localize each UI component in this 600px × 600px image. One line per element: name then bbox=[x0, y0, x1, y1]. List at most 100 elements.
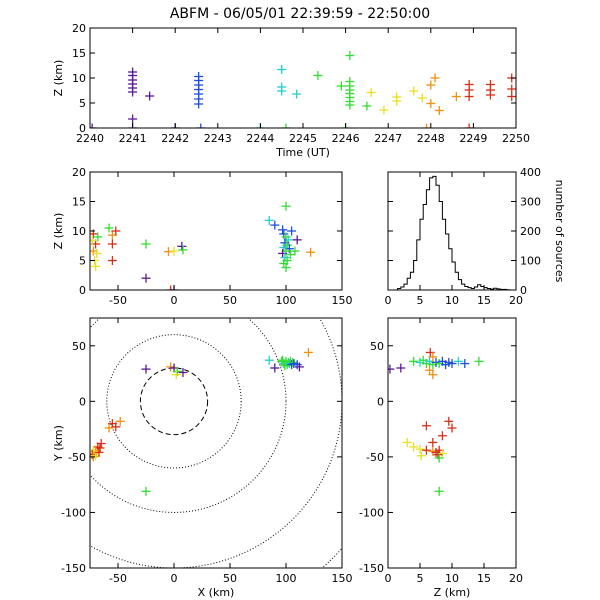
plus-point bbox=[292, 89, 302, 99]
plus-point bbox=[464, 123, 474, 128]
plus-point bbox=[292, 360, 302, 370]
plus-point bbox=[115, 416, 125, 426]
x-tick-label: 20 bbox=[509, 294, 523, 307]
plus-point bbox=[402, 437, 412, 447]
plus-point bbox=[306, 247, 316, 257]
plus-point bbox=[417, 93, 427, 103]
plus-point bbox=[292, 235, 302, 245]
plus-point bbox=[104, 423, 114, 433]
x-axis-label: Z (km) bbox=[434, 586, 471, 599]
plus-point bbox=[447, 423, 457, 433]
x-tick-label: 100 bbox=[276, 294, 297, 307]
plus-point bbox=[91, 261, 101, 271]
x-tick-label: 2250 bbox=[502, 132, 530, 145]
y-tick-label: 5 bbox=[79, 255, 86, 268]
x-tick-label: 2241 bbox=[119, 132, 147, 145]
x-tick-label: -50 bbox=[109, 572, 127, 585]
plot-frame bbox=[89, 27, 517, 129]
x-tick-label: 2244 bbox=[246, 132, 274, 145]
plus-point bbox=[90, 235, 97, 245]
x-axis-label: X (km) bbox=[198, 586, 235, 599]
plot-frame bbox=[89, 317, 343, 569]
plus-point bbox=[111, 422, 121, 432]
plus-point bbox=[426, 99, 436, 108]
x-tick-label: 20 bbox=[509, 572, 523, 585]
y-tick-label: -50 bbox=[68, 451, 86, 464]
x-tick-label: 2246 bbox=[332, 132, 360, 145]
x-tick-label: -50 bbox=[109, 294, 127, 307]
plus-point bbox=[415, 444, 425, 454]
marks-time_height bbox=[90, 51, 516, 128]
range-ring bbox=[90, 318, 342, 568]
marks-z_y bbox=[388, 347, 484, 496]
plus-point bbox=[392, 96, 402, 106]
plus-point bbox=[104, 223, 114, 233]
plus-point bbox=[128, 114, 138, 124]
plus-point bbox=[196, 123, 206, 128]
range-ring bbox=[139, 367, 209, 436]
plus-point bbox=[194, 99, 204, 109]
plus-point bbox=[428, 437, 438, 447]
y-axis-label: Z (km) bbox=[52, 213, 65, 250]
x-tick-label: 150 bbox=[332, 294, 353, 307]
range-ring bbox=[106, 334, 242, 469]
panel-time_height: 2240 2241 2242 2243 2244 2245 2246 2247 2248 2249… bbox=[52, 22, 530, 159]
plus-point bbox=[421, 445, 431, 455]
y-tick-label: 0 bbox=[520, 284, 527, 297]
plus-point bbox=[303, 347, 313, 357]
plus-point bbox=[290, 246, 300, 256]
plus-point bbox=[95, 443, 105, 453]
plus-point bbox=[171, 370, 181, 380]
plus-point bbox=[111, 226, 121, 236]
x-tick-label: 2243 bbox=[204, 132, 232, 145]
y-tick-label: 15 bbox=[72, 47, 86, 60]
y-tick-label: -50 bbox=[366, 451, 384, 464]
plus-point bbox=[270, 363, 280, 373]
y-tick-label: -150 bbox=[61, 562, 86, 575]
x-tick-label: 50 bbox=[223, 294, 237, 307]
y-tick-label: 5 bbox=[79, 97, 86, 110]
plus-point bbox=[396, 363, 406, 373]
plus-point bbox=[92, 248, 102, 258]
y-tick-label: 50 bbox=[370, 340, 384, 353]
plus-point bbox=[141, 364, 151, 374]
plus-point bbox=[294, 362, 304, 372]
y-tick-label: 300 bbox=[520, 196, 541, 209]
histogram-outline bbox=[388, 175, 516, 290]
plus-point bbox=[451, 92, 461, 101]
plus-point bbox=[437, 431, 447, 441]
y-axis-label: Y (km) bbox=[52, 425, 65, 462]
plus-point bbox=[280, 361, 290, 371]
plus-point bbox=[277, 65, 287, 74]
plus-point bbox=[416, 451, 426, 461]
plus-point bbox=[444, 416, 454, 426]
panel-x_height: -50 0 50 100 150 0 5 10 15 20 Z (km) bbox=[52, 166, 353, 307]
plus-point bbox=[281, 123, 291, 128]
plus-point bbox=[434, 453, 444, 463]
x-tick-label: 2242 bbox=[161, 132, 189, 145]
plus-point bbox=[485, 90, 495, 100]
plus-point bbox=[281, 263, 291, 273]
marks-histogram bbox=[388, 175, 516, 290]
x-tick-label: 2249 bbox=[459, 132, 487, 145]
plus-point bbox=[279, 258, 289, 268]
y-tick-label: 0 bbox=[79, 284, 86, 297]
x-tick-label: 0 bbox=[385, 572, 392, 585]
y-tick-label: 15 bbox=[72, 196, 86, 209]
histogram-bar bbox=[433, 176, 436, 290]
plus-point bbox=[409, 442, 419, 452]
y-tick-label: 50 bbox=[72, 340, 86, 353]
plus-point bbox=[474, 356, 484, 366]
plus-point bbox=[128, 87, 138, 97]
x-tick-label: 5 bbox=[417, 294, 424, 307]
x-tick-label: 0 bbox=[171, 294, 178, 307]
plus-point bbox=[288, 357, 298, 367]
plus-point bbox=[434, 486, 444, 496]
y-tick-label: 20 bbox=[72, 166, 86, 179]
plus-point bbox=[428, 370, 438, 380]
marks-plan_view bbox=[90, 318, 342, 568]
y-tick-label: 0 bbox=[377, 395, 384, 408]
plus-point bbox=[141, 273, 151, 283]
